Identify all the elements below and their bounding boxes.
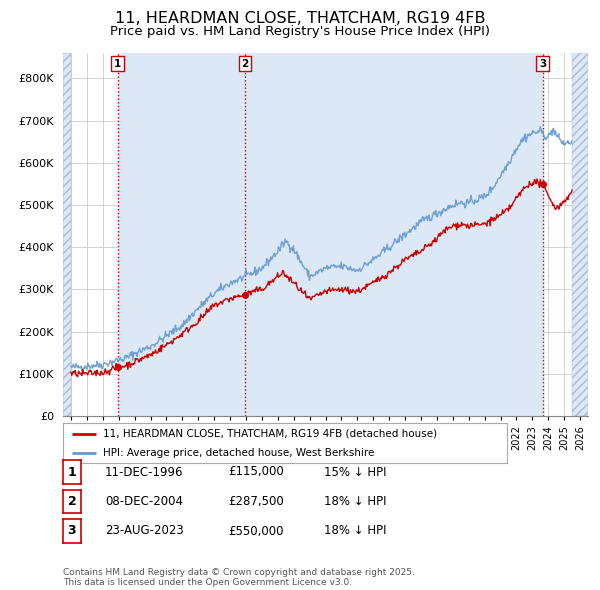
Text: 18% ↓ HPI: 18% ↓ HPI xyxy=(324,525,386,537)
Text: Contains HM Land Registry data © Crown copyright and database right 2025.
This d: Contains HM Land Registry data © Crown c… xyxy=(63,568,415,587)
Text: 1: 1 xyxy=(68,466,76,478)
Text: Price paid vs. HM Land Registry's House Price Index (HPI): Price paid vs. HM Land Registry's House … xyxy=(110,25,490,38)
Text: 3: 3 xyxy=(539,58,546,68)
Text: 11-DEC-1996: 11-DEC-1996 xyxy=(105,466,184,478)
Text: 08-DEC-2004: 08-DEC-2004 xyxy=(105,495,183,508)
Text: 11, HEARDMAN CLOSE, THATCHAM, RG19 4FB: 11, HEARDMAN CLOSE, THATCHAM, RG19 4FB xyxy=(115,11,485,25)
Text: £115,000: £115,000 xyxy=(228,466,284,478)
Text: 23-AUG-2023: 23-AUG-2023 xyxy=(105,525,184,537)
Text: 11, HEARDMAN CLOSE, THATCHAM, RG19 4FB (detached house): 11, HEARDMAN CLOSE, THATCHAM, RG19 4FB (… xyxy=(103,429,437,439)
Text: £287,500: £287,500 xyxy=(228,495,284,508)
Bar xyxy=(245,53,542,416)
Text: HPI: Average price, detached house, West Berkshire: HPI: Average price, detached house, West… xyxy=(103,448,374,458)
Text: 2: 2 xyxy=(241,58,248,68)
Bar xyxy=(118,53,245,416)
Text: 2: 2 xyxy=(68,495,76,508)
Text: 3: 3 xyxy=(68,525,76,537)
Text: 15% ↓ HPI: 15% ↓ HPI xyxy=(324,466,386,478)
Text: 18% ↓ HPI: 18% ↓ HPI xyxy=(324,495,386,508)
Text: 1: 1 xyxy=(114,58,121,68)
Text: £550,000: £550,000 xyxy=(228,525,284,537)
